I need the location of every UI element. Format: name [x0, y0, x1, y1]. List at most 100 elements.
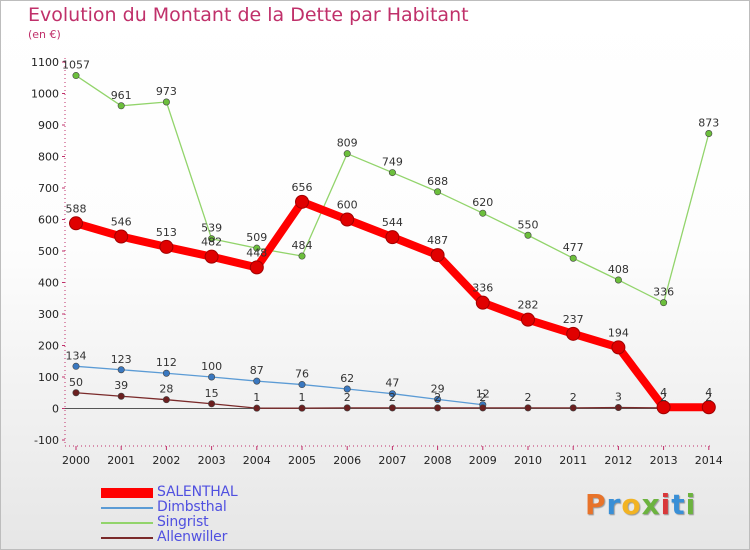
- data-point: [162, 369, 170, 377]
- series-line: [75, 365, 484, 406]
- x-tick-label: 2007: [378, 454, 406, 467]
- data-point: [208, 400, 216, 408]
- data-label: 544: [382, 216, 403, 229]
- legend-swatch: [101, 522, 153, 524]
- data-label: 47: [385, 377, 399, 390]
- logo-letter: t: [671, 488, 686, 521]
- data-point: [117, 366, 125, 374]
- legend-swatch: [101, 488, 153, 498]
- data-point: [524, 404, 532, 412]
- data-point: [249, 260, 264, 275]
- data-label: 749: [382, 156, 403, 169]
- logo-letter: x: [641, 488, 661, 521]
- x-tick-label: 2001: [107, 454, 135, 467]
- data-labels: 1057 961 973 539 509 484 809 749 688 620 550 477 408…: [62, 59, 719, 405]
- proxiti-logo: Proxiti: [585, 488, 696, 521]
- legend-swatch: [101, 537, 153, 539]
- series-layer: [69, 72, 716, 415]
- y-tick-label: 600: [38, 214, 59, 227]
- data-label: 3: [615, 391, 622, 404]
- data-point: [162, 396, 170, 404]
- data-point: [253, 377, 261, 385]
- data-point: [204, 249, 219, 264]
- data-point: [117, 392, 125, 400]
- data-label: 336: [472, 282, 493, 295]
- y-tick-label: 100: [38, 371, 59, 384]
- data-label: 194: [608, 326, 629, 339]
- y-tick-label: 500: [38, 245, 59, 258]
- data-label: 656: [292, 181, 313, 194]
- data-point: [430, 248, 445, 263]
- data-label: 961: [111, 89, 132, 102]
- x-tick-label: 2006: [333, 454, 361, 467]
- data-label: 546: [111, 216, 132, 229]
- data-point: [343, 385, 351, 393]
- data-point: [159, 239, 174, 254]
- data-point: [72, 72, 80, 80]
- y-tick-label: 900: [38, 119, 59, 132]
- data-point: [117, 102, 125, 110]
- data-label: 39: [114, 379, 128, 392]
- line-chart: -100010020030040050060070080090010001100…: [31, 56, 723, 467]
- x-tick-label: 2011: [559, 454, 587, 467]
- page-title: Evolution du Montant de la Dette par Hab…: [28, 4, 469, 26]
- data-label: 973: [156, 85, 177, 98]
- data-point: [479, 209, 487, 217]
- data-point: [388, 404, 396, 412]
- x-tick-label: 2000: [62, 454, 90, 467]
- series-singrist: [72, 72, 713, 307]
- x-tick-label: 2002: [152, 454, 180, 467]
- y-tick-label: 200: [38, 340, 59, 353]
- data-point: [72, 389, 80, 397]
- data-label: 2: [705, 391, 712, 404]
- data-point: [611, 340, 626, 355]
- data-point: [475, 295, 490, 310]
- data-point: [114, 229, 129, 244]
- data-label: 4: [660, 386, 667, 399]
- data-label: 100: [201, 360, 222, 373]
- logo-letter: o: [621, 488, 642, 521]
- data-point: [295, 194, 309, 209]
- data-point: [253, 244, 261, 252]
- data-point: [705, 130, 713, 138]
- data-label: 408: [608, 263, 629, 276]
- data-label: 550: [518, 218, 539, 231]
- data-point: [298, 404, 306, 412]
- data-label: 2: [479, 391, 486, 404]
- data-label: 12: [476, 388, 490, 401]
- data-label: 87: [250, 364, 264, 377]
- data-label: 688: [427, 175, 448, 188]
- data-label: 477: [563, 241, 584, 254]
- data-label: 1057: [62, 59, 90, 72]
- data-point: [701, 400, 716, 415]
- data-point: [208, 235, 216, 243]
- x-tick-label: 2014: [695, 454, 723, 467]
- data-point: [208, 373, 216, 381]
- data-point: [614, 404, 622, 412]
- data-label: 809: [337, 137, 358, 150]
- data-point: [614, 276, 622, 284]
- data-label: 4: [705, 386, 712, 399]
- logo-letter: r: [606, 488, 622, 521]
- data-label: 282: [518, 299, 539, 312]
- data-label: 50: [69, 376, 83, 389]
- y-tick-label: 700: [38, 182, 59, 195]
- data-label: 1: [299, 391, 306, 404]
- data-point: [343, 150, 351, 158]
- data-label: 237: [563, 313, 584, 326]
- data-label: 29: [431, 382, 445, 395]
- series-dimbsthal: [72, 362, 487, 409]
- data-label: 539: [201, 222, 222, 235]
- data-label: 873: [698, 117, 719, 130]
- data-point: [521, 312, 535, 327]
- legend-label: SALENTHAL: [157, 484, 238, 500]
- data-label: 134: [66, 349, 87, 362]
- logo-letter: i: [685, 488, 697, 521]
- chart-unit: (en €): [28, 28, 61, 41]
- data-point: [566, 326, 581, 341]
- x-tick-label: 2013: [650, 454, 678, 467]
- data-label: 2: [389, 391, 396, 404]
- data-point: [388, 169, 396, 177]
- legend-label: Dimbsthal: [157, 499, 227, 515]
- data-point: [569, 404, 577, 412]
